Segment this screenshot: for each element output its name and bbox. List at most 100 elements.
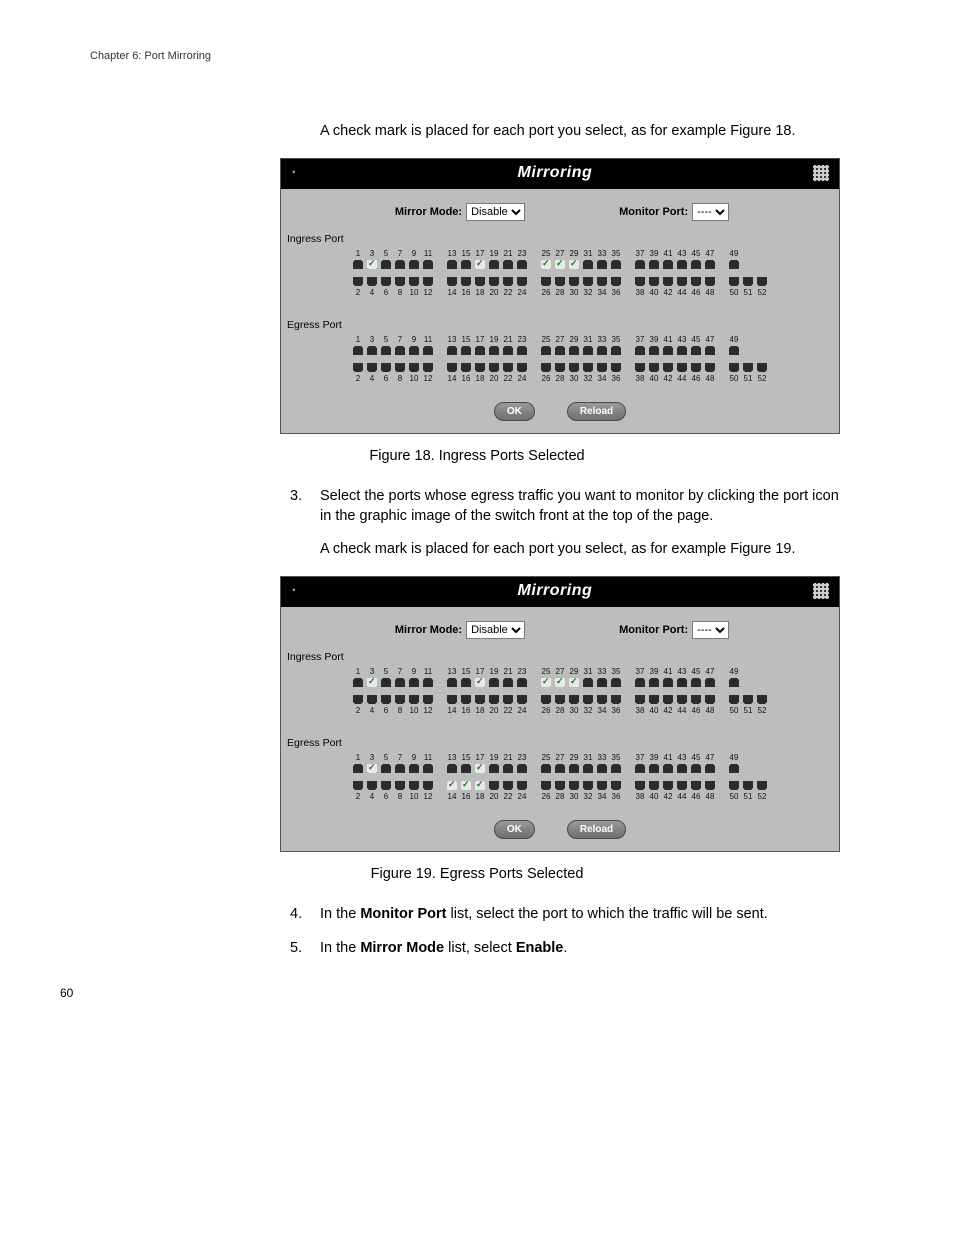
ok-button[interactable]: OK (494, 402, 535, 421)
port-9[interactable] (407, 344, 421, 357)
port-30[interactable] (567, 779, 581, 792)
port-50[interactable] (727, 275, 741, 288)
port-5[interactable] (379, 258, 393, 271)
port-51[interactable] (741, 275, 755, 288)
port-40[interactable] (647, 275, 661, 288)
port-27[interactable] (553, 762, 567, 775)
port-22[interactable] (501, 275, 515, 288)
port-29[interactable] (567, 762, 581, 775)
port-35[interactable] (609, 676, 623, 689)
port-22[interactable] (501, 693, 515, 706)
port-34[interactable] (595, 693, 609, 706)
port-21[interactable] (501, 344, 515, 357)
port-9[interactable] (407, 258, 421, 271)
reload-button[interactable]: Reload (567, 820, 626, 839)
port-46[interactable] (689, 361, 703, 374)
port-27[interactable] (553, 344, 567, 357)
port-45[interactable] (689, 344, 703, 357)
port-6[interactable] (379, 693, 393, 706)
port-37[interactable] (633, 676, 647, 689)
port-49[interactable] (727, 344, 741, 357)
port-6[interactable] (379, 361, 393, 374)
port-43[interactable] (675, 258, 689, 271)
port-35[interactable] (609, 344, 623, 357)
port-8[interactable] (393, 693, 407, 706)
port-6[interactable] (379, 779, 393, 792)
port-17[interactable] (473, 344, 487, 357)
port-31[interactable] (581, 344, 595, 357)
port-21[interactable] (501, 762, 515, 775)
port-24[interactable] (515, 779, 529, 792)
port-52[interactable] (755, 275, 769, 288)
port-10[interactable] (407, 693, 421, 706)
port-42[interactable] (661, 693, 675, 706)
port-42[interactable] (661, 779, 675, 792)
port-13[interactable] (445, 258, 459, 271)
port-15[interactable] (459, 344, 473, 357)
port-36[interactable] (609, 275, 623, 288)
port-37[interactable] (633, 258, 647, 271)
port-2[interactable] (351, 779, 365, 792)
port-28[interactable] (553, 361, 567, 374)
port-5[interactable] (379, 676, 393, 689)
monitor-port-select[interactable]: ---- (692, 203, 729, 221)
port-43[interactable] (675, 676, 689, 689)
port-20[interactable] (487, 361, 501, 374)
port-50[interactable] (727, 693, 741, 706)
port-39[interactable] (647, 344, 661, 357)
port-30[interactable] (567, 361, 581, 374)
port-30[interactable] (567, 275, 581, 288)
port-3[interactable] (365, 676, 379, 689)
port-7[interactable] (393, 762, 407, 775)
port-34[interactable] (595, 779, 609, 792)
port-43[interactable] (675, 762, 689, 775)
port-40[interactable] (647, 779, 661, 792)
port-2[interactable] (351, 693, 365, 706)
port-1[interactable] (351, 762, 365, 775)
port-31[interactable] (581, 676, 595, 689)
port-12[interactable] (421, 275, 435, 288)
port-31[interactable] (581, 762, 595, 775)
port-27[interactable] (553, 258, 567, 271)
port-45[interactable] (689, 762, 703, 775)
port-46[interactable] (689, 693, 703, 706)
port-42[interactable] (661, 361, 675, 374)
port-35[interactable] (609, 258, 623, 271)
port-9[interactable] (407, 676, 421, 689)
port-20[interactable] (487, 693, 501, 706)
port-35[interactable] (609, 762, 623, 775)
port-14[interactable] (445, 275, 459, 288)
port-5[interactable] (379, 762, 393, 775)
port-18[interactable] (473, 693, 487, 706)
port-29[interactable] (567, 344, 581, 357)
port-25[interactable] (539, 344, 553, 357)
port-4[interactable] (365, 693, 379, 706)
port-3[interactable] (365, 762, 379, 775)
port-38[interactable] (633, 693, 647, 706)
port-47[interactable] (703, 344, 717, 357)
port-40[interactable] (647, 693, 661, 706)
port-32[interactable] (581, 693, 595, 706)
port-24[interactable] (515, 275, 529, 288)
port-11[interactable] (421, 344, 435, 357)
port-46[interactable] (689, 779, 703, 792)
port-39[interactable] (647, 762, 661, 775)
port-10[interactable] (407, 361, 421, 374)
port-45[interactable] (689, 676, 703, 689)
port-47[interactable] (703, 762, 717, 775)
mirror-mode-select[interactable]: Disable (466, 621, 525, 639)
port-16[interactable] (459, 779, 473, 792)
port-37[interactable] (633, 344, 647, 357)
port-28[interactable] (553, 779, 567, 792)
port-36[interactable] (609, 361, 623, 374)
port-34[interactable] (595, 361, 609, 374)
port-12[interactable] (421, 361, 435, 374)
port-48[interactable] (703, 693, 717, 706)
port-42[interactable] (661, 275, 675, 288)
port-3[interactable] (365, 344, 379, 357)
port-25[interactable] (539, 676, 553, 689)
port-45[interactable] (689, 258, 703, 271)
port-39[interactable] (647, 258, 661, 271)
port-21[interactable] (501, 676, 515, 689)
port-18[interactable] (473, 275, 487, 288)
